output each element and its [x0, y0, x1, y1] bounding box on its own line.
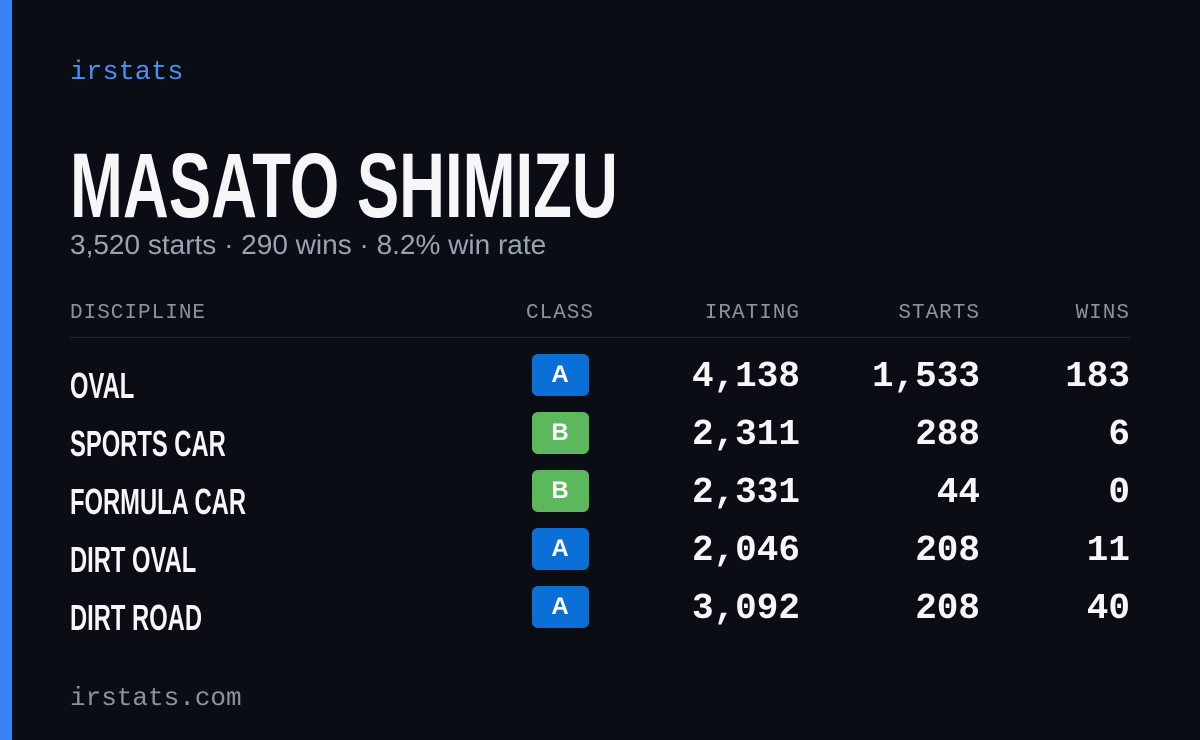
- starts: 208: [915, 588, 980, 629]
- wins: 40: [1086, 588, 1130, 629]
- class-badge: A: [531, 528, 589, 570]
- discipline: OVAL: [70, 365, 135, 406]
- wins: 183: [1065, 356, 1130, 397]
- driver-name: MASATO SHIMIZU: [70, 135, 618, 237]
- column-header: DISCIPLINE: [70, 302, 207, 325]
- summary: 3,520 starts · 290 wins · 8.2% win rate: [70, 229, 547, 260]
- starts: 44: [936, 472, 980, 513]
- column-header: IRATING: [704, 302, 800, 325]
- starts: 208: [915, 530, 980, 571]
- discipline: SPORTS CAR: [70, 423, 226, 464]
- class-badge: A: [531, 354, 589, 396]
- column-header: CLASS: [525, 302, 595, 325]
- discipline: DIRT OVAL: [70, 539, 197, 580]
- irating: 4,138: [691, 356, 800, 397]
- wins: 11: [1086, 530, 1130, 571]
- accent-bar: [0, 0, 12, 740]
- brand: irstats: [70, 58, 184, 88]
- class-badge: A: [531, 586, 589, 628]
- column-header: STARTS: [898, 302, 980, 325]
- starts: 1,533: [871, 356, 980, 397]
- class-badge: B: [531, 412, 589, 454]
- class-badge: B: [531, 470, 589, 512]
- irating: 3,092: [691, 588, 800, 629]
- irating: 2,046: [691, 530, 800, 571]
- discipline: DIRT ROAD: [70, 597, 202, 638]
- wins: 6: [1108, 414, 1130, 455]
- header-rule: [70, 337, 1130, 338]
- wins: 0: [1108, 472, 1130, 513]
- irating: 2,311: [691, 414, 800, 455]
- discipline: FORMULA CAR: [70, 481, 246, 522]
- starts: 288: [915, 414, 980, 455]
- footer: irstats.com: [70, 683, 242, 713]
- column-header: WINS: [1075, 302, 1130, 325]
- irating: 2,331: [691, 472, 800, 513]
